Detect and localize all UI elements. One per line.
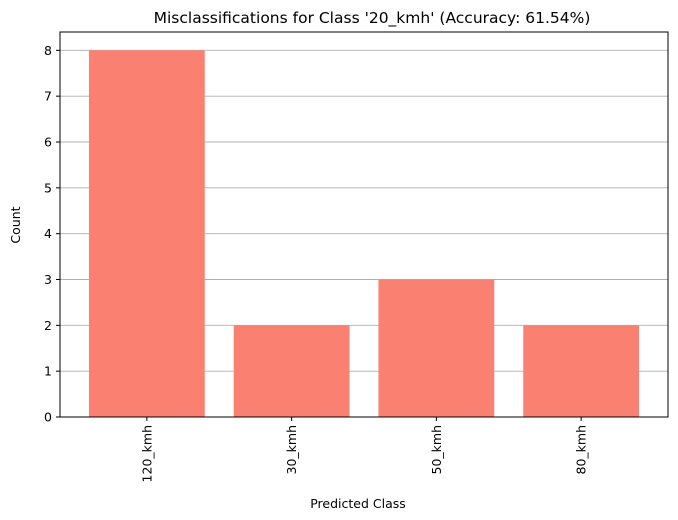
y-tick-label: 4 — [44, 226, 52, 241]
bar-120_kmh — [88, 50, 205, 417]
x-axis-label: Predicted Class — [310, 496, 406, 511]
y-tick-label: 6 — [44, 135, 52, 150]
x-tick-label: 120_kmh — [139, 425, 154, 482]
y-tick-label: 5 — [44, 180, 52, 195]
bar-30_kmh — [233, 325, 350, 417]
y-tick-label: 1 — [44, 364, 52, 379]
bar-50_kmh — [378, 279, 495, 417]
y-axis-ticks: 0 1 2 3 4 5 6 7 8 — [44, 43, 60, 425]
y-tick-label: 3 — [44, 272, 52, 287]
bar-80_kmh — [523, 325, 640, 417]
x-axis-ticks: 120_kmh 30_kmh 50_kmh 80_kmh — [139, 417, 589, 482]
plot-area-frame — [59, 31, 669, 418]
y-tick-label: 7 — [44, 89, 52, 104]
y-axis-label: Count — [8, 206, 23, 243]
chart-title: Misclassifications for Class '20_kmh' (A… — [154, 9, 591, 28]
x-tick-label: 50_kmh — [429, 425, 444, 475]
x-tick-label: 80_kmh — [574, 425, 589, 475]
x-tick-label: 30_kmh — [284, 425, 299, 475]
y-tick-label: 2 — [44, 318, 52, 333]
y-tick-label: 8 — [44, 43, 52, 58]
y-tick-label: 0 — [44, 410, 52, 425]
bars — [88, 50, 640, 417]
